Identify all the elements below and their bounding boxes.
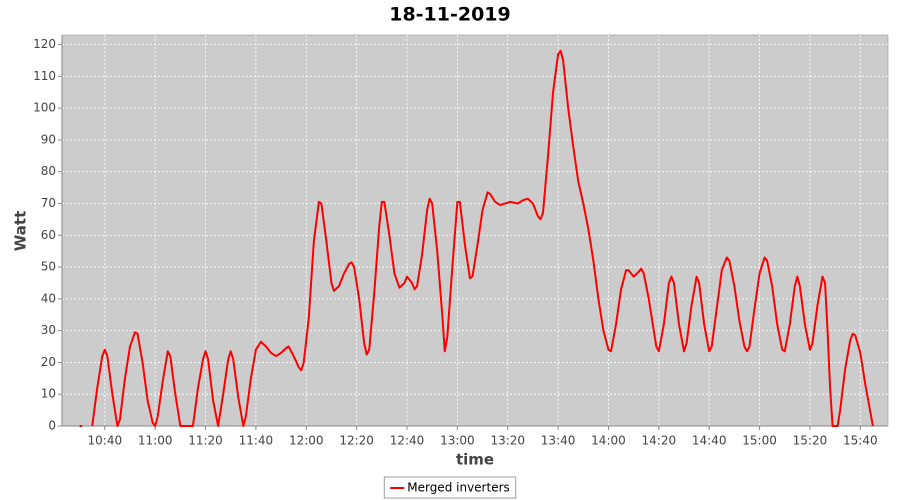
y-tick-label: 70 bbox=[41, 196, 56, 210]
x-tick-label: 14:00 bbox=[591, 434, 626, 448]
x-tick-label: 11:40 bbox=[239, 434, 274, 448]
x-tick-label: 13:00 bbox=[440, 434, 475, 448]
legend-box bbox=[383, 476, 517, 499]
x-axis-label: time bbox=[456, 451, 494, 469]
x-tick-label: 13:20 bbox=[490, 434, 525, 448]
y-tick-label: 100 bbox=[33, 101, 56, 115]
y-tick-label: 90 bbox=[41, 132, 56, 146]
x-tick-label: 12:40 bbox=[390, 434, 425, 448]
legend-label: Merged inverters bbox=[407, 481, 510, 495]
x-tick-label: 14:40 bbox=[692, 434, 727, 448]
x-tick-label: 13:40 bbox=[541, 434, 576, 448]
y-tick-label: 80 bbox=[41, 164, 56, 178]
chart-title: 18-11-2019 bbox=[389, 4, 511, 26]
x-tick-label: 11:00 bbox=[138, 434, 173, 448]
x-tick-label: 15:40 bbox=[843, 434, 878, 448]
x-tick-label: 15:00 bbox=[742, 434, 777, 448]
y-tick-label: 40 bbox=[41, 291, 56, 305]
x-tick-label: 12:20 bbox=[339, 434, 374, 448]
legend: Merged inverters bbox=[383, 476, 517, 499]
y-tick-label: 10 bbox=[41, 387, 56, 401]
x-tick-label: 12:00 bbox=[289, 434, 324, 448]
y-tick-label: 110 bbox=[33, 69, 56, 83]
y-axis-label: Watt bbox=[12, 211, 30, 251]
y-tick-label: 30 bbox=[41, 323, 56, 337]
x-tick-label: 14:20 bbox=[642, 434, 677, 448]
y-tick-label: 0 bbox=[48, 419, 56, 433]
y-tick-label: 20 bbox=[41, 355, 56, 369]
plot-area bbox=[61, 34, 889, 427]
x-tick-label: 11:20 bbox=[188, 434, 223, 448]
y-tick-label: 120 bbox=[33, 37, 56, 51]
y-tick-label: 60 bbox=[41, 228, 56, 242]
y-tick-label: 50 bbox=[41, 260, 56, 274]
x-tick-label: 10:40 bbox=[88, 434, 123, 448]
data-line bbox=[79, 49, 874, 427]
x-tick-label: 15:20 bbox=[793, 434, 828, 448]
